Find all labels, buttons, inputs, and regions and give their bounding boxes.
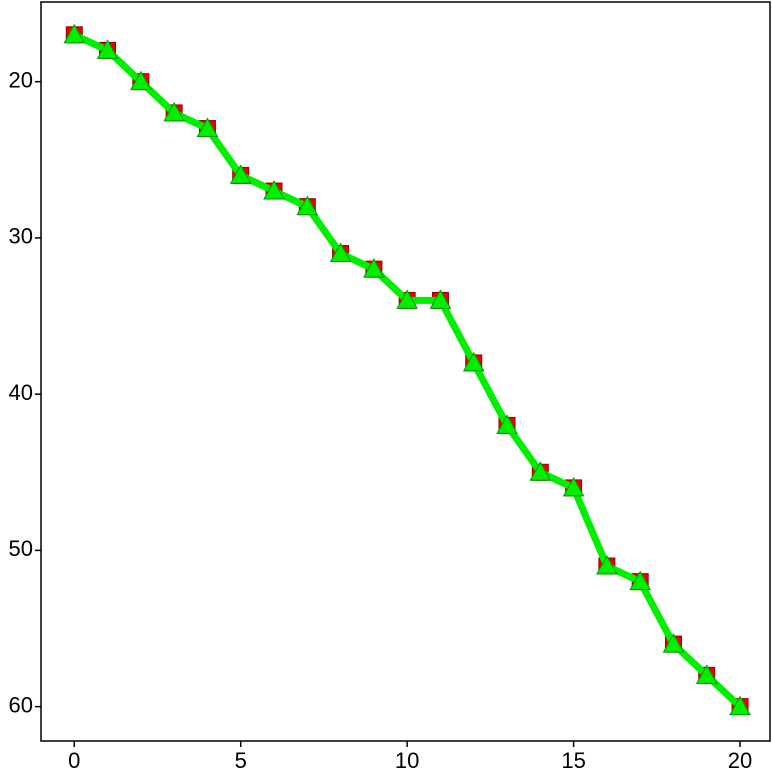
triangle-marker	[429, 289, 452, 309]
triangle-marker	[296, 195, 319, 216]
x-tick-label: 5	[235, 748, 247, 772]
triangle-marker	[729, 695, 751, 716]
x-tick-label: 10	[395, 748, 419, 772]
y-tick-label: 50	[9, 536, 33, 561]
triangle-marker	[163, 101, 186, 122]
y-tick-label: 20	[9, 67, 33, 92]
plot-frame	[40, 1, 771, 742]
triangle-marker	[63, 23, 86, 44]
triangle-marker	[229, 164, 252, 184]
y-tick-label: 60	[9, 692, 33, 717]
triangle-marker	[462, 351, 485, 372]
triangle-marker	[629, 570, 652, 591]
triangle-marker	[529, 461, 552, 481]
triangle-marker	[263, 180, 285, 200]
triangle-marker	[363, 258, 385, 278]
triangle-marker	[96, 39, 119, 59]
triangle-marker	[695, 664, 718, 684]
triangle-marker	[562, 476, 585, 497]
triangle-marker	[596, 554, 618, 575]
triangle-marker	[496, 414, 518, 434]
triangle-marker	[196, 117, 219, 138]
y-tick-label: 40	[9, 380, 33, 405]
x-tick-label: 15	[561, 748, 585, 772]
triangle-marker	[329, 242, 352, 263]
x-tick-label: 0	[68, 748, 80, 772]
x-tick-label: 20	[728, 748, 752, 772]
triangle-marker	[396, 289, 419, 309]
triangle-marker	[662, 633, 685, 653]
triangle-marker	[130, 70, 152, 91]
y-tick-label: 30	[9, 224, 33, 249]
